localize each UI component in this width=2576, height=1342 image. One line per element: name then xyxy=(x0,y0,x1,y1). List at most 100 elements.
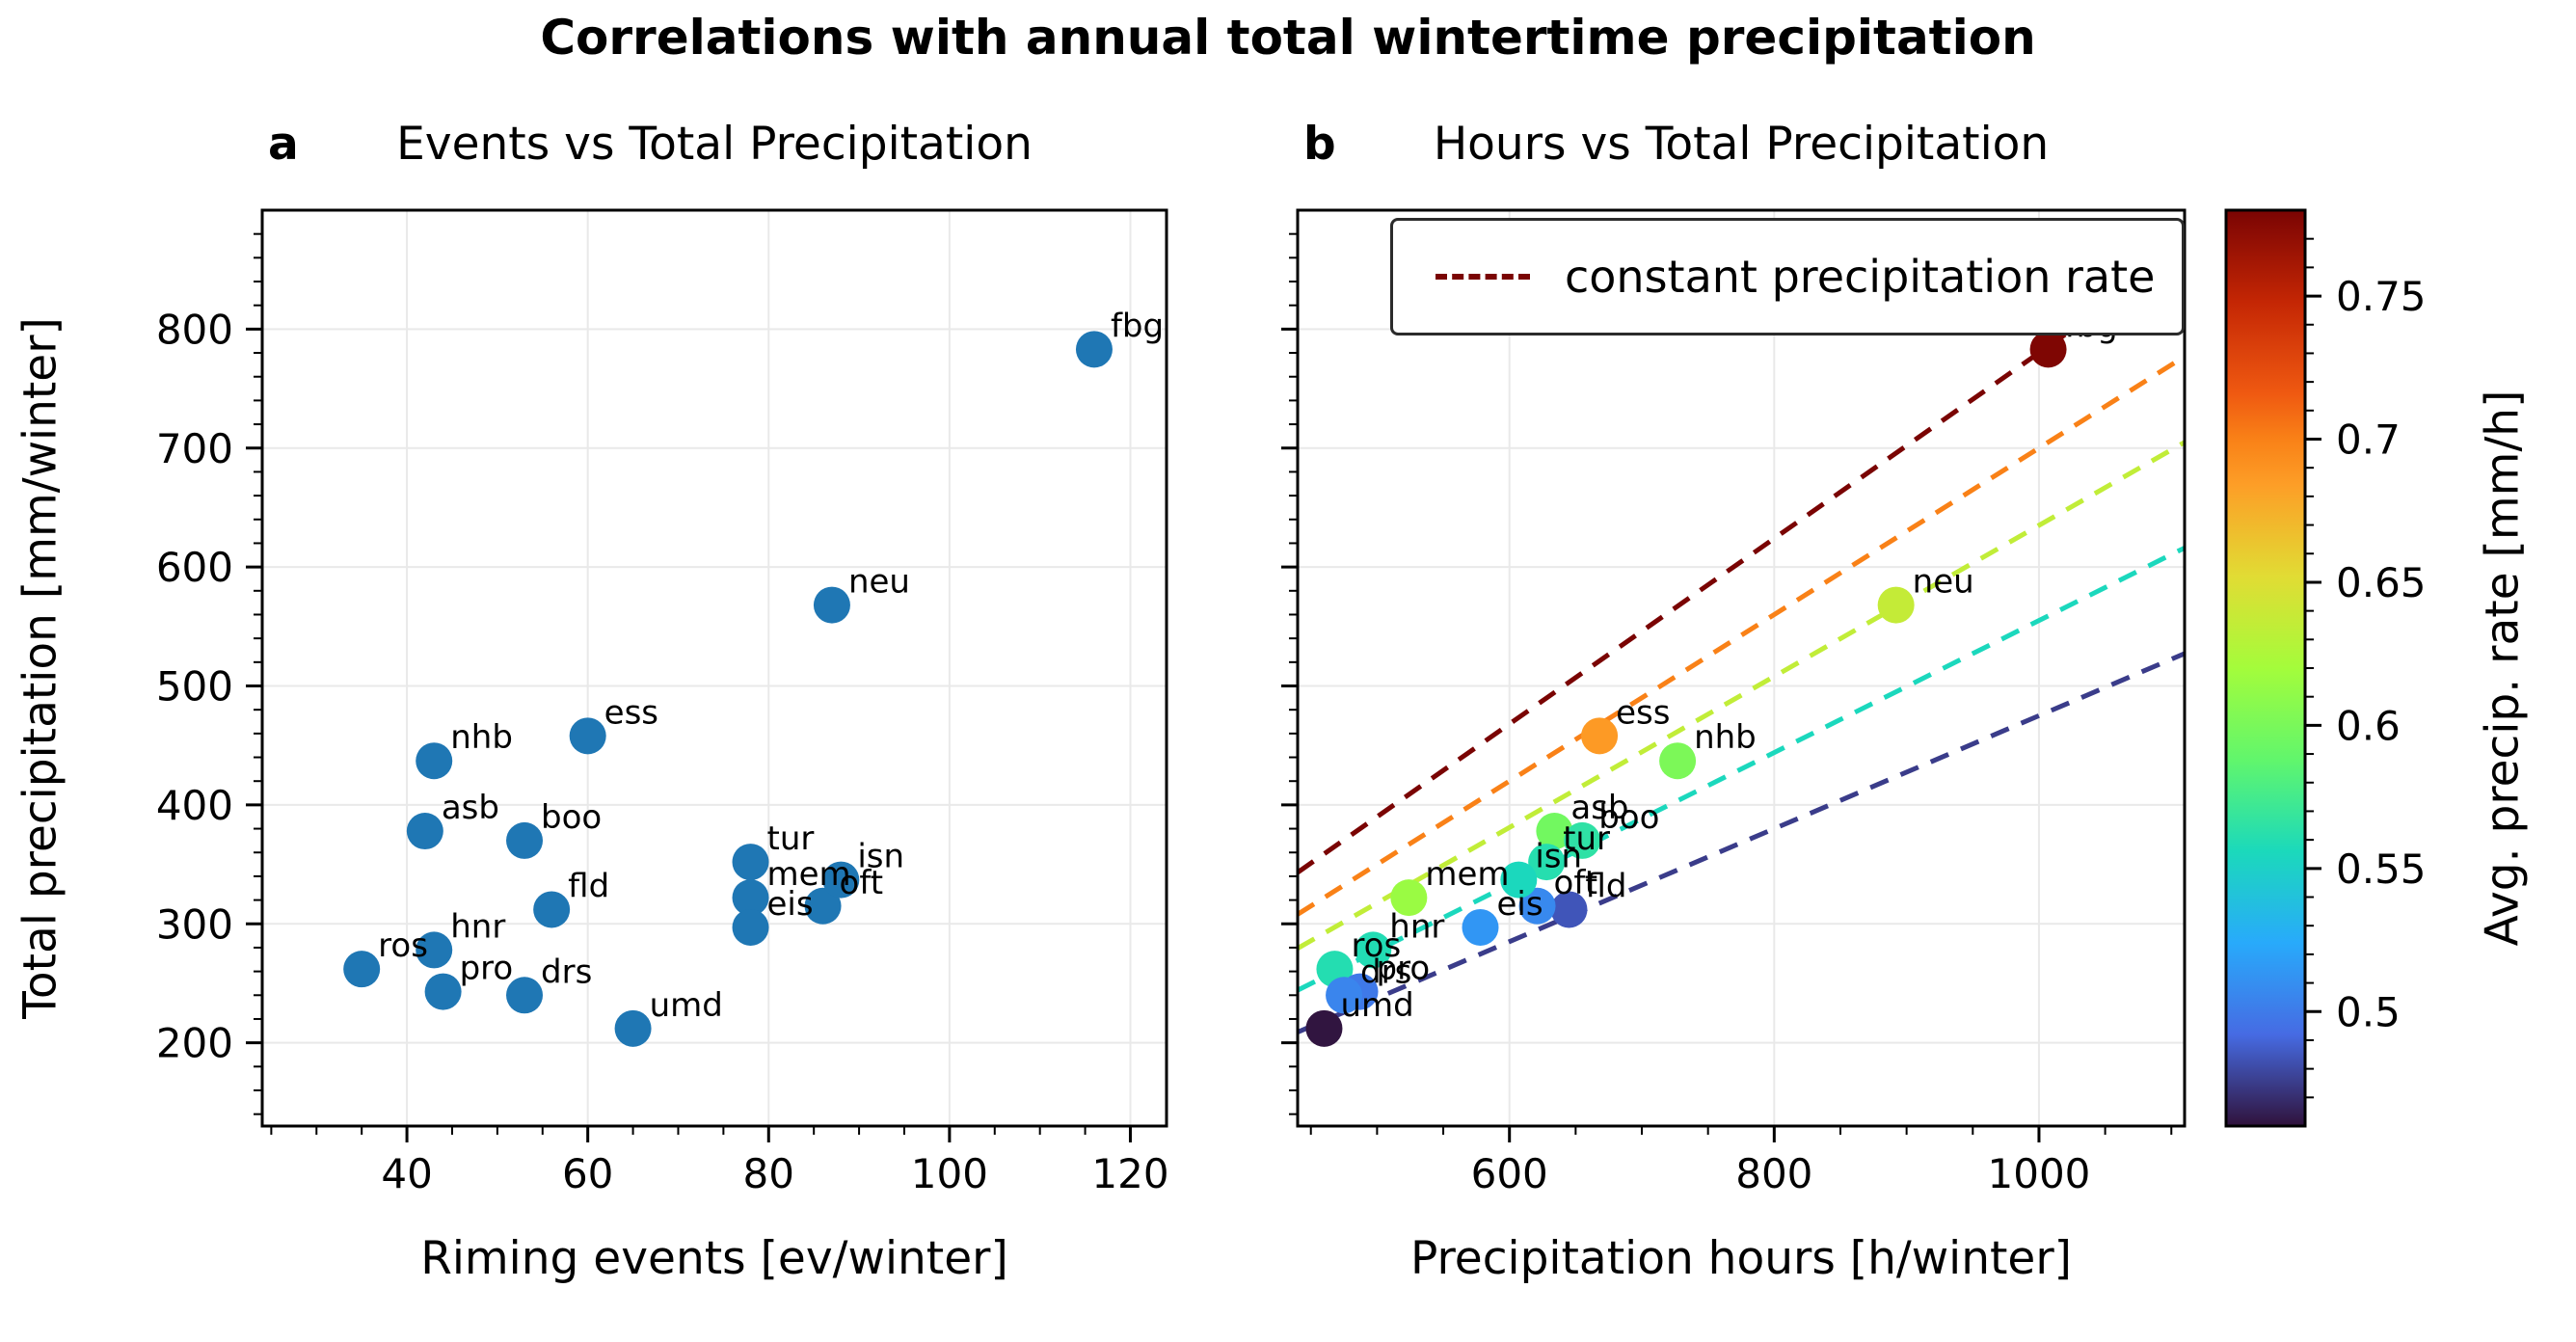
legend: constant precipitation rate xyxy=(1390,218,2185,336)
station-label-nhb: nhb xyxy=(1694,718,1757,757)
y-tick-label: 200 xyxy=(156,1020,233,1067)
data-point-fld xyxy=(1550,891,1588,928)
data-point-ess xyxy=(1581,717,1619,755)
data-point-asb xyxy=(1536,813,1573,850)
colorbar-tick-label: 0.75 xyxy=(2336,273,2427,320)
station-label-ess: ess xyxy=(1616,693,1670,732)
station-label-eis: eis xyxy=(767,885,814,924)
station-label-mem: mem xyxy=(767,855,851,894)
panel-b-title: Hours vs Total Precipitation xyxy=(1433,118,2050,171)
station-label-pro: pro xyxy=(460,950,514,988)
colorbar-label: Avg. precip. rate [mm/h] xyxy=(2476,389,2530,947)
station-label-isn: isn xyxy=(857,838,904,876)
station-label-boo: boo xyxy=(541,798,602,837)
panel-a-letter: a xyxy=(268,118,299,171)
data-point-fbg xyxy=(1075,331,1113,368)
data-point-nhb xyxy=(416,742,453,780)
data-point-nhb xyxy=(1659,742,1697,780)
x-tick-label: 1000 xyxy=(1988,1150,2091,1197)
data-point-isn xyxy=(822,861,860,899)
rate-line xyxy=(1298,546,2185,993)
data-point-neu xyxy=(813,586,850,624)
station-label-isn: isn xyxy=(1535,838,1582,876)
data-point-pro xyxy=(424,973,462,1010)
station-label-asb: asb xyxy=(442,789,499,827)
colorbar-tick-label: 0.55 xyxy=(2336,845,2427,893)
x-tick-label: 100 xyxy=(911,1150,988,1197)
x-tick-label: 80 xyxy=(743,1150,794,1197)
station-label-umd: umd xyxy=(650,986,723,1025)
data-point-oft xyxy=(1518,887,1556,925)
panel-b-x-axis-label: Precipitation hours [h/winter] xyxy=(1409,1232,2073,1285)
x-tick-label: 60 xyxy=(562,1150,613,1197)
panel-b-frame xyxy=(1296,208,2187,1128)
panel-a-title: Events vs Total Precipitation xyxy=(396,118,1033,171)
station-label-boo: boo xyxy=(1598,798,1659,837)
data-point-boo xyxy=(506,821,544,859)
data-point-eis xyxy=(1462,908,1499,946)
data-point-boo xyxy=(1564,821,1601,859)
data-point-mem xyxy=(732,879,769,917)
station-label-neu: neu xyxy=(1913,563,1974,602)
rate-line xyxy=(1298,651,2185,1034)
colorbar-tick-label: 0.6 xyxy=(2336,702,2401,749)
data-point-hnr xyxy=(416,931,453,969)
station-label-fbg: fbg xyxy=(1111,307,1164,345)
panel-a-bg xyxy=(262,210,1167,1126)
data-point-asb xyxy=(406,813,443,850)
rate-line xyxy=(1298,440,2185,951)
station-label-tur: tur xyxy=(1563,819,1610,858)
station-label-ess: ess xyxy=(604,693,658,732)
colorbar-tick-label: 0.65 xyxy=(2336,559,2427,606)
data-point-fld xyxy=(533,891,571,928)
y-tick-label: 800 xyxy=(156,306,233,353)
x-tick-label: 40 xyxy=(381,1150,432,1197)
station-label-ros: ros xyxy=(1351,926,1401,965)
colorbar-gradient xyxy=(2226,210,2305,1126)
y-tick-label: 300 xyxy=(156,900,233,948)
station-label-hnr: hnr xyxy=(450,907,505,946)
station-label-eis: eis xyxy=(1496,885,1543,924)
panel-b-letter: b xyxy=(1303,118,1336,171)
station-label-hnr: hnr xyxy=(1389,907,1444,946)
data-point-ess xyxy=(569,717,606,755)
data-point-fbg xyxy=(2029,331,2067,368)
x-tick-label: 600 xyxy=(1471,1150,1548,1197)
y-tick-label: 600 xyxy=(156,544,233,591)
data-point-mem xyxy=(1390,879,1428,917)
panel-a-frame xyxy=(260,208,1168,1128)
x-tick-label: 120 xyxy=(1091,1150,1168,1197)
station-label-pro: pro xyxy=(1377,950,1431,988)
station-label-oft: oft xyxy=(840,864,884,902)
station-label-mem: mem xyxy=(1425,855,1509,894)
data-point-drs xyxy=(506,977,544,1014)
data-point-neu xyxy=(1877,586,1915,624)
colorbar-tick-label: 0.7 xyxy=(2336,416,2401,464)
y-axis-label: Total precipitation [mm/winter] xyxy=(13,317,67,1019)
rate-line xyxy=(1298,354,2185,917)
station-label-neu: neu xyxy=(848,563,910,602)
legend-label: constant precipitation rate xyxy=(1565,251,2156,303)
legend-dash-icon xyxy=(1436,274,1530,280)
data-point-tur xyxy=(1528,844,1566,881)
y-tick-label: 400 xyxy=(156,782,233,829)
station-label-oft: oft xyxy=(1554,864,1598,902)
data-point-oft xyxy=(804,887,842,925)
data-point-tur xyxy=(732,844,769,881)
station-label-ros: ros xyxy=(378,926,428,965)
x-tick-label: 800 xyxy=(1735,1150,1812,1197)
data-point-drs xyxy=(1326,977,1363,1014)
figure-title: Correlations with annual total wintertim… xyxy=(540,10,2036,66)
station-label-fld: fld xyxy=(1585,867,1626,905)
station-label-fld: fld xyxy=(568,867,609,905)
data-point-eis xyxy=(732,908,769,946)
colorbar-tick-label: 0.5 xyxy=(2336,988,2401,1035)
panel-a-x-axis-label: Riming events [ev/winter] xyxy=(420,1232,1008,1285)
data-point-umd xyxy=(614,1009,652,1047)
data-point-umd xyxy=(1305,1009,1343,1047)
y-tick-label: 500 xyxy=(156,663,233,711)
station-label-nhb: nhb xyxy=(450,718,513,757)
station-label-umd: umd xyxy=(1340,986,1413,1025)
station-label-drs: drs xyxy=(1360,953,1411,991)
